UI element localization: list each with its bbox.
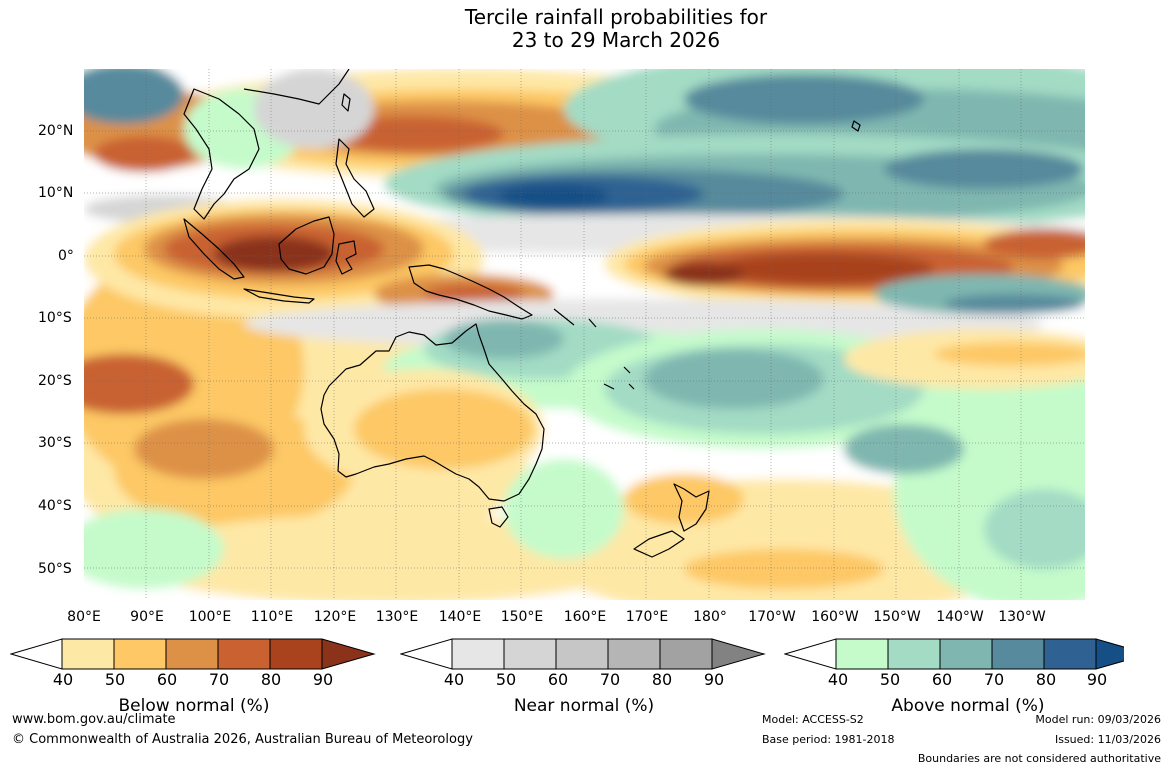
sumatra-coastline — [183, 218, 245, 280]
above-tick-80: 80 — [1035, 670, 1057, 689]
lon-label-150w: 150°W — [873, 609, 921, 625]
colorbar-high-end — [711, 638, 766, 670]
above-tick-90: 90 — [1086, 670, 1108, 689]
below-tick-50: 50 — [104, 670, 126, 689]
colorbar-segment — [61, 638, 115, 670]
colorbar-segment — [939, 638, 993, 670]
colorbar-segment — [503, 638, 557, 670]
indochina-coastline — [183, 88, 260, 220]
below-tick-80: 80 — [260, 670, 282, 689]
rainfall-probability-map — [84, 69, 1085, 600]
above-tick-70: 70 — [983, 670, 1005, 689]
model-name: Model: ACCESS-S2 — [762, 713, 864, 726]
boundaries-disclaimer: Boundaries are not considered authoritat… — [917, 752, 1161, 765]
colorbar-segment — [835, 638, 889, 670]
coastlines — [183, 69, 861, 558]
colorbar-segment — [269, 638, 323, 670]
lon-label-100e: 100°E — [188, 609, 232, 625]
colorbar-segment — [1043, 638, 1097, 670]
lon-label-140w: 140°W — [936, 609, 984, 625]
colorbar-segment — [451, 638, 505, 670]
base-period: Base period: 1981-2018 — [762, 733, 895, 746]
model-run-date: Model run: 09/03/2026 — [1035, 713, 1161, 726]
above-tick-40: 40 — [827, 670, 849, 689]
lat-label-equator: 0° — [58, 248, 74, 264]
issued-date: Issued: 11/03/2026 — [1054, 733, 1161, 746]
china-coastline — [243, 69, 350, 105]
below-tick-90: 90 — [312, 670, 334, 689]
lon-label-90e: 90°E — [130, 609, 164, 625]
new-guinea-coastline — [408, 264, 533, 320]
near-tick-70: 70 — [599, 670, 621, 689]
nz-south-coastline — [633, 530, 685, 558]
map-title-line-2: 23 to 29 March 2026 — [511, 28, 721, 52]
colorbar-segment — [555, 638, 609, 670]
java-coastline — [243, 288, 315, 304]
colorbar-high-end — [321, 638, 376, 670]
lon-label-80e: 80°E — [67, 609, 101, 625]
colorbar-low-end — [784, 638, 837, 670]
lat-label-10s: 10°S — [38, 310, 72, 326]
near-tick-80: 80 — [651, 670, 673, 689]
near-normal-label: Near normal (%) — [513, 696, 655, 716]
pacific-islands — [553, 308, 635, 390]
lon-label-180: 180° — [693, 609, 727, 625]
lon-label-120e: 120°E — [313, 609, 357, 625]
lon-label-170e: 170°E — [625, 609, 669, 625]
lat-label-30s: 30°S — [38, 435, 72, 451]
colorbar-low-end — [10, 638, 63, 670]
australia-coastline — [320, 323, 545, 502]
lon-label-110e: 110°E — [250, 609, 294, 625]
lon-label-170w: 170°W — [748, 609, 796, 625]
map-title-line-1: Tercile rainfall probabilities for — [464, 5, 768, 29]
colorbar-segment — [165, 638, 219, 670]
colorbar-segment — [113, 638, 167, 670]
near-tick-90: 90 — [703, 670, 725, 689]
near-normal-colorbar — [400, 638, 766, 670]
tasmania-coastline — [488, 506, 509, 528]
lat-label-10n: 10°N — [38, 185, 74, 201]
lon-label-130w: 130°W — [998, 609, 1046, 625]
graticule — [84, 69, 1085, 600]
below-tick-70: 70 — [208, 670, 230, 689]
below-normal-colorbar — [10, 638, 376, 670]
above-tick-60: 60 — [931, 670, 953, 689]
nz-north-coastline — [673, 483, 710, 532]
below-tick-60: 60 — [156, 670, 178, 689]
colorbar-high-end — [1095, 638, 1124, 670]
lon-label-160e: 160°E — [563, 609, 607, 625]
lat-label-40s: 40°S — [38, 498, 72, 514]
near-tick-50: 50 — [495, 670, 517, 689]
near-tick-40: 40 — [443, 670, 465, 689]
below-normal-label: Below normal (%) — [118, 696, 270, 716]
copyright-text: © Commonwealth of Australia 2026, Austra… — [12, 732, 473, 747]
colorbar-segment — [887, 638, 941, 670]
colorbar-segment — [607, 638, 661, 670]
lon-label-150e: 150°E — [500, 609, 544, 625]
above-normal-colorbar — [784, 638, 1124, 670]
near-tick-60: 60 — [547, 670, 569, 689]
philippines-coastline — [335, 138, 375, 218]
lat-label-20n: 20°N — [38, 123, 74, 139]
below-tick-40: 40 — [52, 670, 74, 689]
lat-label-50s: 50°S — [38, 561, 72, 577]
colorbar-segment — [217, 638, 271, 670]
colorbar-segment — [659, 638, 713, 670]
website-link[interactable]: www.bom.gov.au/climate — [12, 712, 176, 727]
colorbar-low-end — [400, 638, 453, 670]
above-tick-50: 50 — [879, 670, 901, 689]
borneo-coastline — [278, 216, 335, 275]
sulawesi-coastline — [335, 240, 357, 275]
hawaii-coastline — [851, 120, 861, 132]
lon-label-140e: 140°E — [438, 609, 482, 625]
probability-shading — [84, 69, 1085, 600]
lon-label-130e: 130°E — [375, 609, 419, 625]
lon-label-160w: 160°W — [811, 609, 859, 625]
above-normal-label: Above normal (%) — [891, 696, 1045, 716]
lat-label-20s: 20°S — [38, 373, 72, 389]
colorbar-segment — [991, 638, 1045, 670]
taiwan-coastline — [341, 93, 351, 112]
